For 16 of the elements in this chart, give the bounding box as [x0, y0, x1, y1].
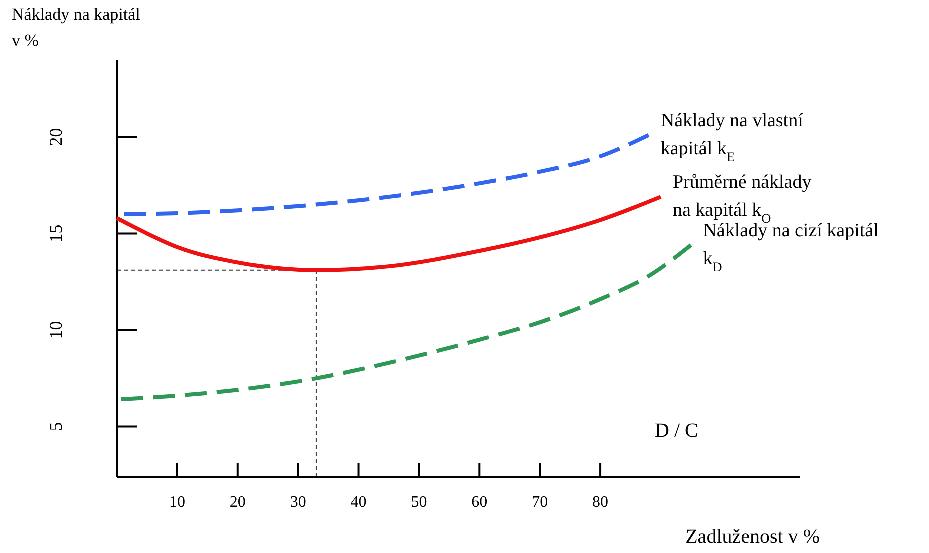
x-axis-title: Zadluženost v %: [686, 526, 820, 548]
x-tick-label: 10: [169, 494, 186, 511]
annotation: D / C: [655, 420, 698, 442]
y-tick-label: 10: [46, 321, 66, 340]
series-label: Náklady na vlastní kapitál k$_{E}$: [660, 110, 804, 164]
x-tick-label: 60: [472, 494, 488, 511]
x-tick-label: 30: [290, 494, 306, 511]
x-tick-label: 80: [592, 494, 609, 511]
y-axis-title: Náklady na kapitál v %: [12, 5, 141, 50]
x-tick-label: 70: [532, 494, 548, 511]
y-tick-label: 20: [46, 128, 66, 146]
y-tick-label: 15: [46, 224, 66, 243]
y-tick-label: 5: [46, 422, 66, 432]
x-tick-label: 40: [350, 494, 367, 511]
x-tick-label: 50: [411, 494, 428, 511]
x-tick-label: 20: [230, 494, 246, 511]
